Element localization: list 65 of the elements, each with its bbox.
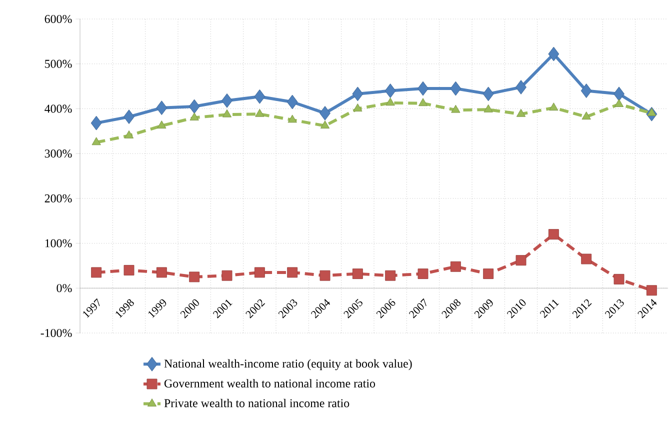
point [483, 268, 494, 280]
point [384, 84, 396, 98]
y-tick-label: 100% [45, 239, 72, 248]
point [286, 94, 298, 110]
point [92, 137, 101, 146]
point [222, 270, 232, 281]
point [614, 86, 624, 102]
point [516, 108, 526, 117]
legend-label: National wealth-income ratio (equity at book value) [164, 359, 412, 370]
x-tick-label: 2011 [540, 300, 560, 318]
point [320, 106, 330, 120]
y-tick-label: 500% [45, 60, 72, 68]
y-tick-label: -100% [40, 328, 72, 338]
point [580, 84, 592, 98]
point [352, 268, 363, 280]
point [352, 86, 364, 102]
y-tick-label: 600% [44, 14, 72, 24]
point [254, 267, 265, 278]
legend-label: Private wealth to national income ratio [164, 398, 350, 408]
point [287, 267, 298, 278]
point [418, 81, 428, 96]
point [548, 229, 559, 240]
point [90, 116, 102, 130]
point [124, 110, 134, 124]
point [188, 99, 200, 114]
point [156, 267, 167, 278]
point [124, 264, 134, 276]
point [614, 99, 624, 107]
point [484, 104, 493, 112]
point [450, 81, 462, 96]
point [320, 120, 330, 129]
point [320, 270, 330, 281]
y-tick-label: 0% [56, 284, 72, 292]
point [582, 112, 591, 120]
point [156, 100, 168, 116]
point [157, 120, 166, 129]
point [418, 268, 428, 280]
point [222, 109, 232, 118]
y-tick-label: 300% [44, 150, 72, 158]
y-tick-label: 400% [44, 104, 72, 113]
point [288, 114, 297, 123]
point [255, 108, 264, 117]
point [254, 89, 266, 104]
point [451, 104, 460, 113]
point [189, 272, 200, 282]
point [516, 255, 526, 266]
point [222, 93, 232, 108]
point [614, 274, 624, 284]
point [353, 103, 362, 112]
point [647, 108, 656, 116]
point [91, 267, 102, 278]
point [450, 261, 461, 272]
point [124, 130, 134, 138]
legend-label: Government wealth to national income ratio [164, 379, 376, 388]
point [385, 270, 396, 281]
point [482, 86, 494, 102]
point [548, 46, 560, 62]
point [516, 80, 526, 94]
y-tick-label: 200% [44, 194, 72, 202]
point [646, 285, 657, 296]
point [386, 98, 395, 106]
point [418, 98, 428, 106]
point [549, 102, 558, 111]
point [190, 112, 199, 120]
point [581, 254, 592, 264]
